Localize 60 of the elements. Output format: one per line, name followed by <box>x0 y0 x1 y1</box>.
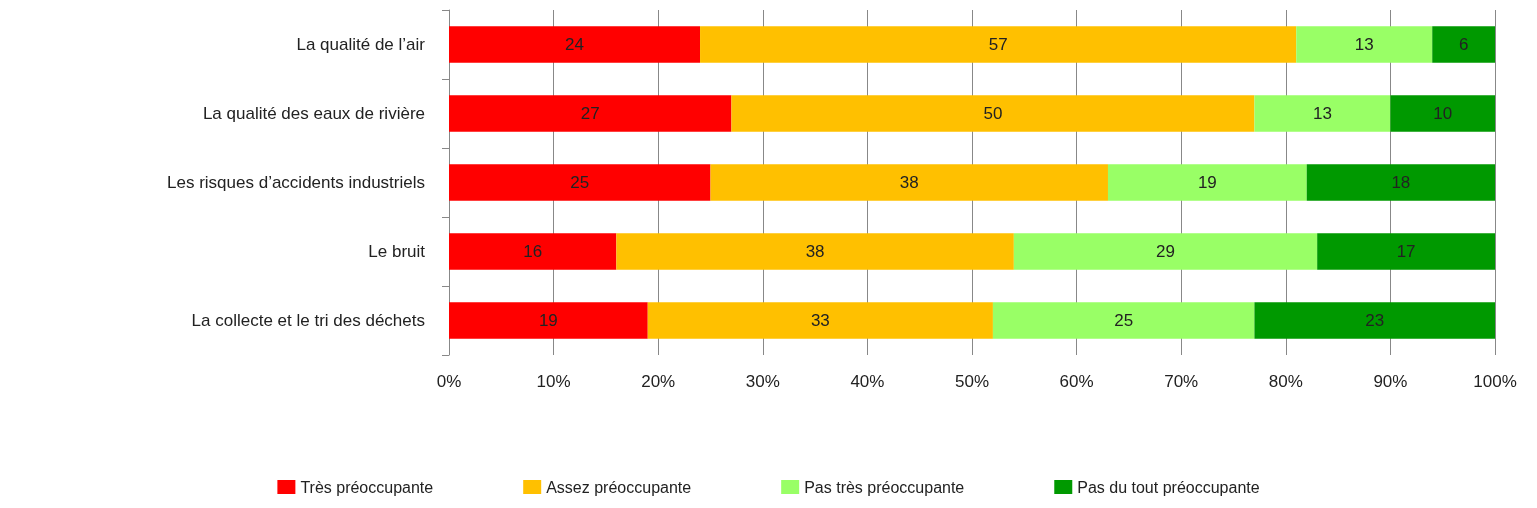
y-tick-label: La qualité des eaux de rivière <box>202 104 425 123</box>
y-tick-label: Les risques d’accidents industriels <box>167 173 425 192</box>
bar <box>1254 95 1391 132</box>
legend-label: Pas du tout préoccupante <box>1077 478 1260 496</box>
bar <box>449 26 701 63</box>
bar <box>1296 26 1433 63</box>
data-label: 24 <box>565 35 584 54</box>
data-label: 10 <box>1433 104 1453 123</box>
x-tick-label: 40% <box>850 372 885 391</box>
data-label: 25 <box>570 173 590 192</box>
data-label: 29 <box>1156 242 1175 261</box>
legend-label: Pas très préoccupante <box>804 478 965 496</box>
bar <box>1432 26 1495 63</box>
data-label: 38 <box>899 173 919 192</box>
data-label: 23 <box>1365 311 1385 330</box>
data-label: 50 <box>983 104 1003 123</box>
x-tick-label: 80% <box>1268 372 1303 391</box>
data-label: 13 <box>1354 35 1374 54</box>
data-label: 17 <box>1396 242 1416 261</box>
x-tick-label: 100% <box>1473 372 1517 391</box>
data-label: 16 <box>523 242 543 261</box>
data-label: 38 <box>805 242 825 261</box>
bar <box>449 302 648 339</box>
data-label: 13 <box>1312 104 1332 123</box>
y-tick-label: Le bruit <box>368 242 426 261</box>
bar <box>1306 164 1495 201</box>
bar <box>700 26 1297 63</box>
y-tick-label: La collecte et le tri des déchets <box>191 311 425 330</box>
bar <box>1390 95 1495 132</box>
bar <box>1254 302 1495 339</box>
data-label: 18 <box>1391 173 1411 192</box>
x-tick-label: 10% <box>536 372 571 391</box>
data-label: 19 <box>1197 173 1217 192</box>
bar <box>616 233 1014 270</box>
bar <box>449 95 732 132</box>
bar <box>449 164 711 201</box>
bar <box>647 302 993 339</box>
bar <box>1107 164 1307 201</box>
data-label: 57 <box>988 35 1008 54</box>
data-label: 19 <box>538 311 558 330</box>
data-label: 6 <box>1458 35 1469 54</box>
data-label: 25 <box>1114 311 1134 330</box>
x-tick-label: 30% <box>745 372 780 391</box>
bar <box>710 164 1108 201</box>
x-tick-label: 50% <box>954 372 990 391</box>
bar <box>449 233 617 270</box>
legend-label: Assez préoccupante <box>546 478 692 496</box>
bar <box>731 95 1255 132</box>
x-tick-label: 90% <box>1373 372 1408 391</box>
y-tick-label: La qualité de l’air <box>296 35 426 54</box>
legend-label: Très préoccupante <box>300 478 434 496</box>
x-tick-label: 0% <box>436 372 462 391</box>
x-tick-label: 20% <box>641 372 676 391</box>
bar <box>1013 233 1318 270</box>
data-label: 33 <box>810 311 830 330</box>
data-label: 27 <box>580 104 600 123</box>
bar <box>1317 233 1495 270</box>
bar <box>992 302 1255 339</box>
x-tick-label: 60% <box>1059 372 1094 391</box>
x-tick-label: 70% <box>1164 372 1199 391</box>
